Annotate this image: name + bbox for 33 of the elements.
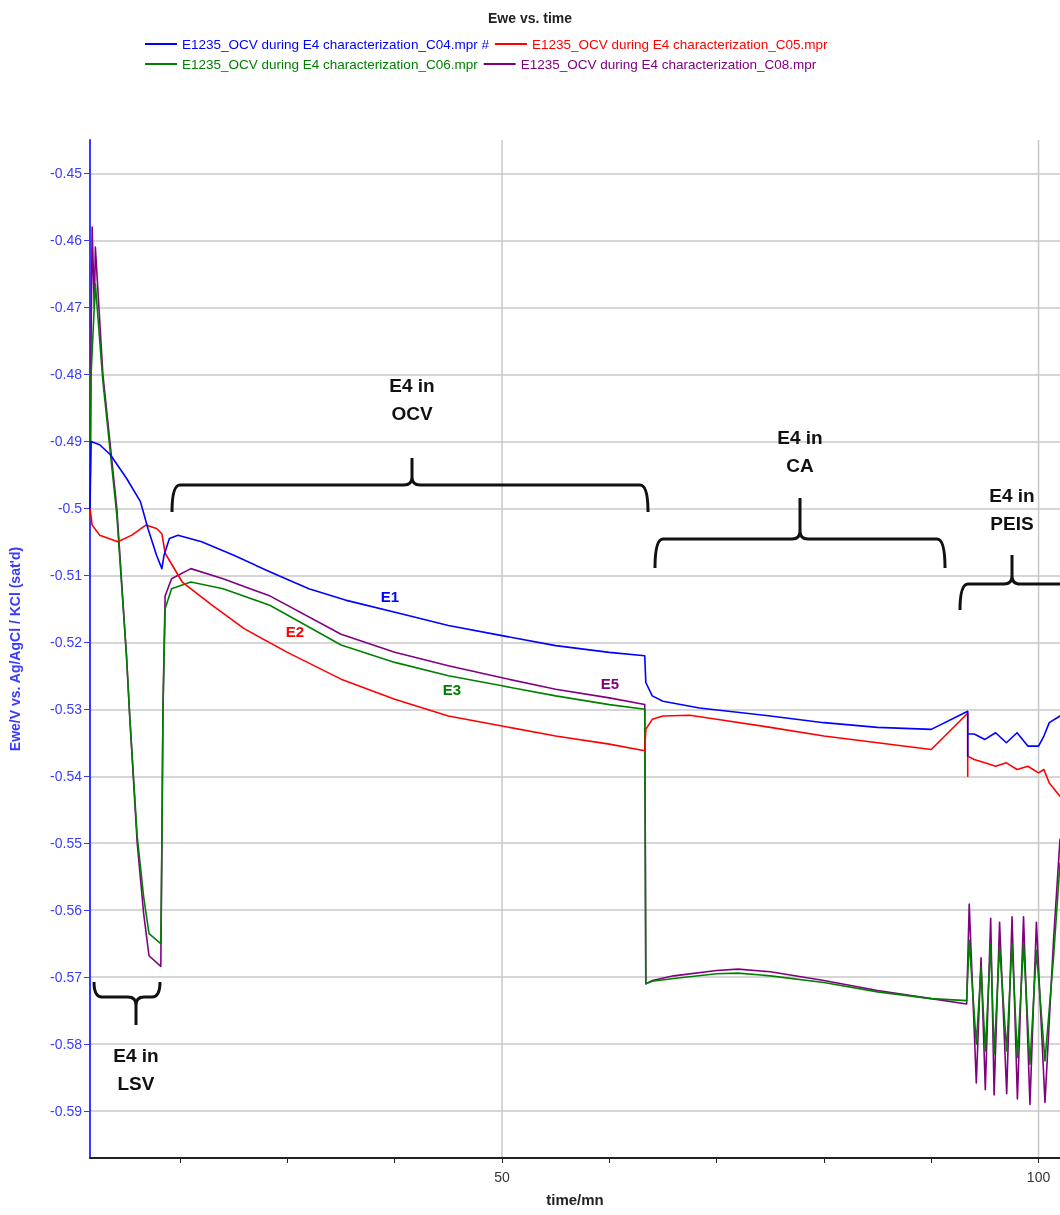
x-tick-label: 100 (1026, 1169, 1051, 1185)
annotation: E4 in PEIS (989, 484, 1035, 536)
y-axis-title: Ewe/V vs. Ag/AgCl / KCl (sat'd) (7, 546, 23, 752)
y-tick-label: -0.53 (50, 701, 83, 718)
annotation: E4 in CA (777, 426, 823, 478)
y-tick-label: -0.56 (50, 902, 83, 919)
y-tick-label: -0.46 (50, 232, 83, 249)
annotation: E2 (285, 623, 305, 641)
legend-label: E1235_OCV during E4 characterization_C06.mpr (182, 56, 479, 72)
y-tick-label: -0.49 (50, 433, 83, 450)
legend-label: E1235_OCV during E4 characterization_C05.mpr (531, 36, 829, 52)
y-tick-label: -0.55 (50, 835, 83, 852)
y-tick-label: -0.57 (50, 969, 83, 986)
y-tick-label: -0.59 (50, 1103, 83, 1120)
annotation: E3 (442, 681, 462, 699)
legend-label: E1235_OCV during E4 characterization_C08.mpr (520, 56, 817, 72)
annotation: E4 in LSV (113, 1044, 159, 1096)
y-tick-label: -0.54 (50, 768, 83, 785)
y-tick-label: -0.48 (50, 366, 83, 383)
annotation: E1 (380, 588, 400, 606)
chart-title: Ewe vs. time (487, 10, 573, 26)
legend-label: E1235_OCV during E4 characterization_C04.mpr # (182, 36, 490, 52)
y-tick-label: -0.47 (50, 299, 83, 316)
annotation: E5 (600, 675, 620, 693)
line-series (89, 507, 1060, 798)
x-tick-label: 50 (494, 1169, 511, 1185)
x-axis-title: time/mn (546, 1191, 604, 1208)
y-tick-label: -0.51 (50, 567, 83, 584)
y-tick-label: -0.45 (50, 165, 83, 182)
y-tick-label: -0.5 (57, 500, 83, 517)
y-tick-label: -0.58 (50, 1036, 83, 1053)
y-tick-label: -0.52 (50, 634, 83, 651)
annotation: E4 in OCV (389, 374, 435, 426)
